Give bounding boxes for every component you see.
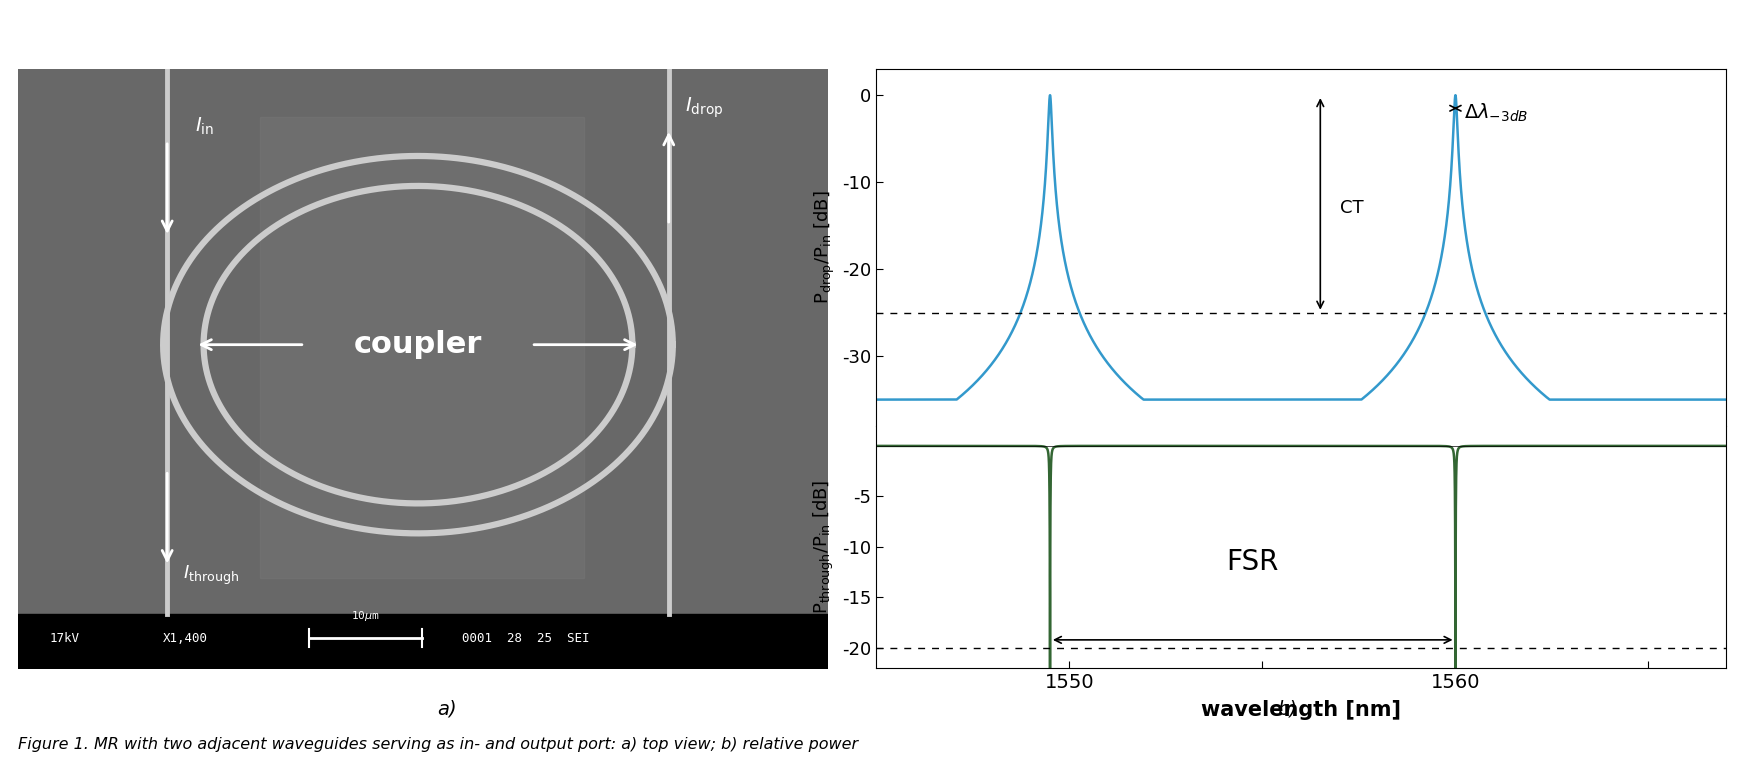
- Text: X1,400: X1,400: [163, 632, 208, 644]
- Text: $I_\mathrm{through}$: $I_\mathrm{through}$: [184, 564, 240, 587]
- Text: coupler: coupler: [354, 330, 482, 359]
- Text: FSR: FSR: [1226, 548, 1279, 576]
- Text: 10$\mu$m: 10$\mu$m: [350, 609, 380, 624]
- Text: $I_\mathrm{drop}$: $I_\mathrm{drop}$: [685, 96, 724, 121]
- Text: 17kV: 17kV: [49, 632, 81, 644]
- Y-axis label: P$_\mathrm{through}$/P$_\mathrm{in}$ [dB]: P$_\mathrm{through}$/P$_\mathrm{in}$ [dB…: [813, 480, 836, 614]
- Text: a): a): [436, 699, 457, 718]
- Text: CT: CT: [1340, 199, 1363, 217]
- Text: 0001  28  25  SEI: 0001 28 25 SEI: [463, 632, 590, 644]
- X-axis label: wavelength [nm]: wavelength [nm]: [1200, 700, 1402, 720]
- Text: $\Delta\lambda_{-3dB}$: $\Delta\lambda_{-3dB}$: [1465, 101, 1528, 124]
- Text: b): b): [1277, 699, 1298, 718]
- Text: $I_\mathrm{in}$: $I_\mathrm{in}$: [196, 115, 214, 137]
- Y-axis label: P$_\mathrm{drop}$/P$_\mathrm{in}$ [dB]: P$_\mathrm{drop}$/P$_\mathrm{in}$ [dB]: [813, 190, 837, 304]
- Text: Figure 1. MR with two adjacent waveguides serving as in- and output port: a) top: Figure 1. MR with two adjacent waveguide…: [18, 737, 858, 752]
